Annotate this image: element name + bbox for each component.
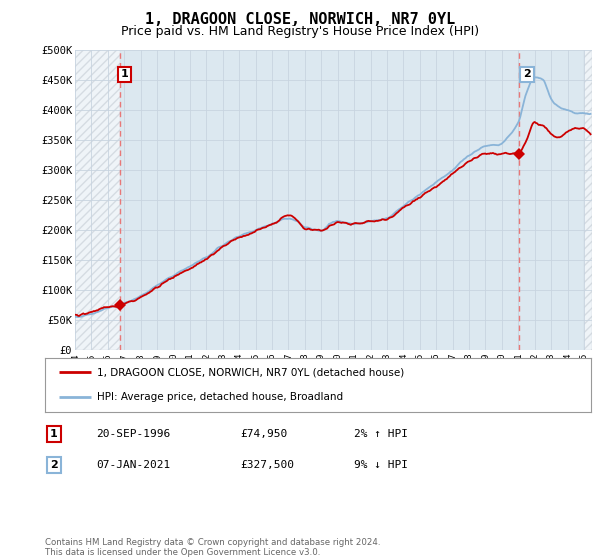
Text: £327,500: £327,500 xyxy=(240,460,294,470)
Bar xyxy=(584,50,592,350)
Text: 1: 1 xyxy=(50,429,58,439)
Bar xyxy=(75,50,119,350)
Text: Contains HM Land Registry data © Crown copyright and database right 2024.
This d: Contains HM Land Registry data © Crown c… xyxy=(45,538,380,557)
Text: Price paid vs. HM Land Registry's House Price Index (HPI): Price paid vs. HM Land Registry's House … xyxy=(121,25,479,38)
Text: HPI: Average price, detached house, Broadland: HPI: Average price, detached house, Broa… xyxy=(97,391,343,402)
Text: 2: 2 xyxy=(50,460,58,470)
Text: 2% ↑ HPI: 2% ↑ HPI xyxy=(354,429,408,439)
Text: £74,950: £74,950 xyxy=(240,429,287,439)
Text: 2: 2 xyxy=(523,69,531,80)
Text: 20-SEP-1996: 20-SEP-1996 xyxy=(96,429,170,439)
Text: 9% ↓ HPI: 9% ↓ HPI xyxy=(354,460,408,470)
Text: 07-JAN-2021: 07-JAN-2021 xyxy=(96,460,170,470)
Text: 1, DRAGOON CLOSE, NORWICH, NR7 0YL: 1, DRAGOON CLOSE, NORWICH, NR7 0YL xyxy=(145,12,455,27)
Text: 1, DRAGOON CLOSE, NORWICH, NR7 0YL (detached house): 1, DRAGOON CLOSE, NORWICH, NR7 0YL (deta… xyxy=(97,367,404,377)
Text: 1: 1 xyxy=(121,69,128,80)
